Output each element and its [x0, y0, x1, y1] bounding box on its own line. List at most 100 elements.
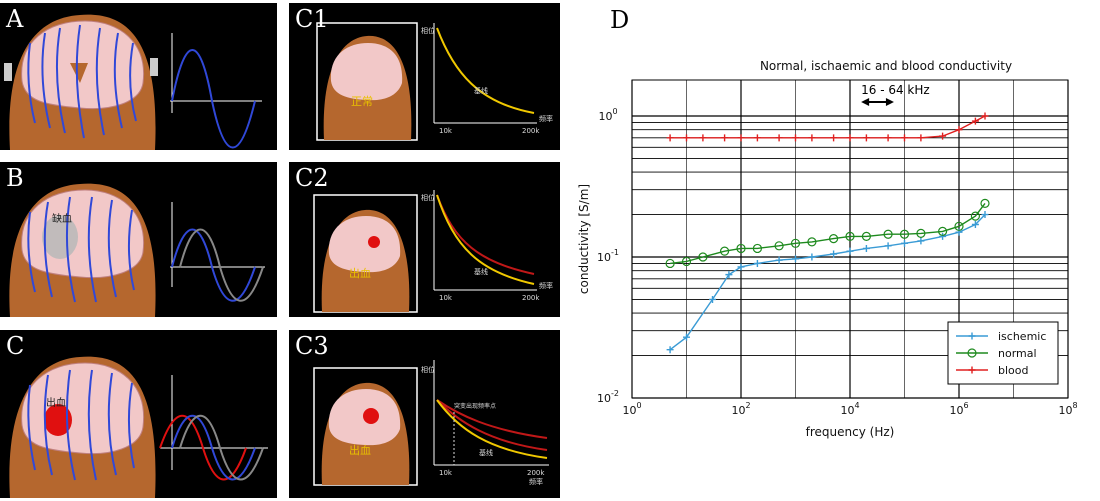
- data-point-ischemic: [666, 346, 674, 354]
- data-point-blood: [753, 134, 761, 142]
- data-point-ischemic: [846, 247, 854, 255]
- ischemic-region: [42, 215, 78, 259]
- x-axis-label: frequency (Hz): [806, 425, 895, 439]
- data-point-normal: [916, 228, 926, 239]
- legend-label-blood: blood: [998, 364, 1028, 377]
- data-point-ischemic: [725, 271, 733, 279]
- annotation-label: 突变出现频率点: [454, 402, 496, 410]
- tick-label: 10k: [439, 294, 453, 302]
- x-tick-label: 100: [622, 401, 641, 417]
- data-point-blood: [981, 112, 989, 120]
- data-point-normal: [899, 229, 910, 239]
- panel-b-illustration: 缺血: [9, 183, 265, 317]
- lesion-label: 缺血: [52, 212, 72, 225]
- field-lines: [27, 196, 135, 303]
- head-illustration: [9, 14, 156, 150]
- waveform-plot: [170, 33, 262, 149]
- data-point-normal: [845, 231, 855, 241]
- data-point-normal: [752, 243, 763, 254]
- panel-c3-label: C3: [295, 332, 329, 360]
- data-point-normal: [719, 246, 730, 256]
- data-point-blood: [721, 134, 729, 142]
- panel-c2-label: C2: [295, 164, 329, 192]
- data-point-normal: [970, 211, 981, 221]
- x-axis-label: 频率: [539, 114, 553, 123]
- hemorrhage-region: [44, 404, 72, 436]
- panel-c-label: C: [6, 332, 25, 360]
- data-point-ischemic: [808, 253, 816, 261]
- panel-c: 出血 C: [0, 330, 277, 498]
- x-tick-label: 108: [1058, 401, 1077, 417]
- data-point-blood: [775, 134, 783, 142]
- panel-c3: 出血 相位 频率 10k 200k 基线 突变出现频率点 C3: [289, 330, 560, 498]
- curve-label: 基线: [474, 267, 488, 276]
- y-axis-label: 相位: [421, 365, 435, 374]
- data-point-ischemic: [683, 333, 690, 341]
- legend-marker-ischemic: [968, 332, 976, 340]
- plot-frame: [631, 79, 1069, 399]
- field-lines: [27, 24, 137, 139]
- data-point-blood: [699, 134, 707, 142]
- tick-label: 200k: [527, 469, 545, 477]
- brain-label: 出血: [349, 266, 371, 280]
- phase-frequency-plot: 相位 频率 10k 200k 基线: [421, 190, 553, 302]
- data-point-normal: [681, 256, 692, 267]
- data-point-ischemic: [884, 242, 892, 250]
- data-point-blood: [830, 134, 838, 142]
- data-point-ischemic: [792, 255, 799, 263]
- annotation-text: 16 - 64 kHz: [861, 83, 930, 97]
- data-point-ischemic: [971, 221, 979, 229]
- data-point-ischemic: [917, 237, 925, 245]
- data-point-normal: [861, 231, 872, 241]
- y-axis-label: 相位: [421, 193, 435, 202]
- panel-c1-label: C1: [295, 5, 329, 33]
- panel-a: A: [0, 3, 277, 150]
- panel-c2: 出血 相位 频率 10k 200k 基线 C2: [289, 162, 560, 317]
- data-point-blood: [955, 126, 963, 134]
- data-point-normal: [774, 241, 784, 251]
- brain: [328, 216, 401, 273]
- field-lines: [27, 369, 135, 481]
- data-point-blood: [808, 134, 816, 142]
- chart-title: Normal, ischaemic and blood conductivity: [760, 59, 1012, 73]
- data-point-blood: [792, 134, 799, 142]
- hemorrhage-region: [368, 236, 380, 248]
- series-line-blood: [670, 115, 986, 139]
- panel-c1: 正常 相位 频率 10k 200k 基线 C1: [289, 3, 560, 150]
- data-point-normal: [665, 258, 675, 269]
- y-axis-label: conductivity [S/m]: [577, 184, 591, 294]
- data-point-ischemic: [753, 259, 761, 267]
- frequency-band-annotation: 16 - 64 kHz: [861, 83, 930, 106]
- data-point-ischemic: [709, 295, 717, 303]
- legend-marker-normal: [967, 348, 977, 358]
- conductivity-chart: Normal, ischaemic and blood conductivity…: [577, 59, 1078, 439]
- hemorrhage-region: [363, 408, 379, 424]
- legend: ischemic normal blood: [947, 321, 1059, 385]
- legend-label-normal: normal: [998, 347, 1037, 360]
- data-point-normal: [736, 243, 746, 254]
- legend-marker-blood: [968, 366, 976, 374]
- data-point-blood: [862, 134, 870, 142]
- data-point-normal: [698, 252, 708, 262]
- x-tick-label: 104: [840, 401, 859, 417]
- data-point-blood: [666, 134, 674, 142]
- y-tick-label: 10-2: [597, 389, 619, 405]
- y-axis-label: 相位: [421, 26, 435, 35]
- curve-label: 基线: [479, 448, 493, 457]
- data-point-blood: [901, 134, 908, 142]
- series-layer: [665, 112, 990, 354]
- tick-label: 200k: [522, 127, 540, 135]
- right-electrode: [150, 58, 158, 76]
- lesion-label: 出血: [46, 396, 66, 409]
- x-axis-label: 频率: [529, 477, 543, 486]
- data-point-ischemic: [775, 256, 783, 264]
- data-point-ischemic: [862, 244, 870, 252]
- arrow-head-right-icon: [885, 98, 894, 106]
- x-tick-label: 102: [731, 401, 750, 417]
- brain: [330, 43, 403, 101]
- panel-c3-illustration: 出血 相位 频率 10k 200k 基线 突变出现频率点: [313, 360, 549, 486]
- data-point-ischemic: [737, 263, 745, 271]
- data-point-normal: [954, 221, 964, 231]
- panel-a-illustration: [4, 14, 262, 150]
- data-point-ischemic: [939, 232, 947, 240]
